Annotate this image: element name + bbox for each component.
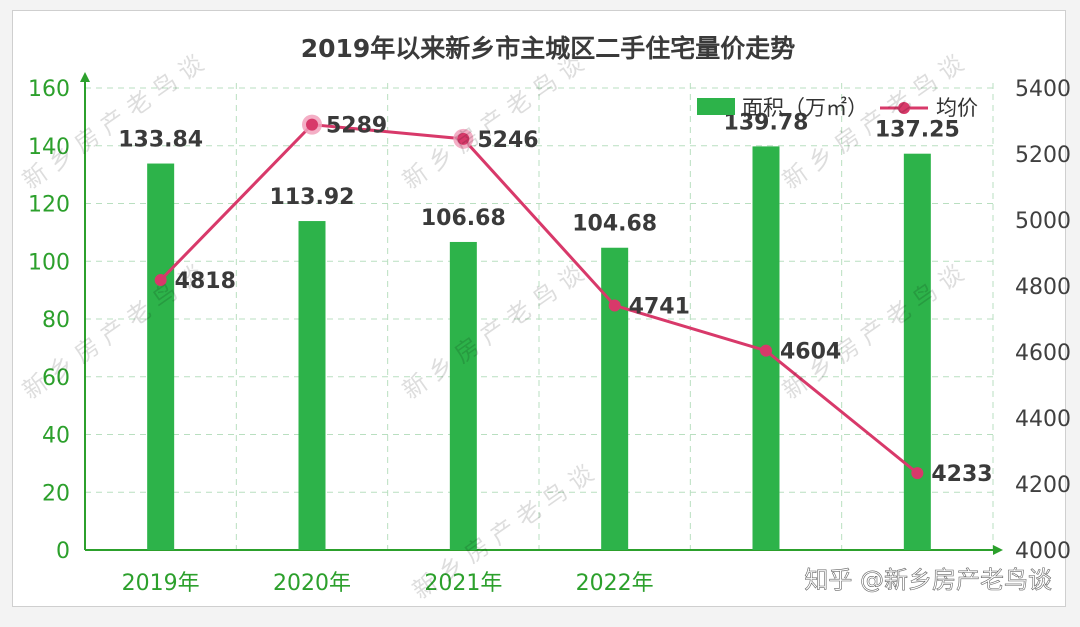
- right-tick-label: 5200: [1015, 143, 1071, 168]
- line-value-label: 5246: [477, 128, 538, 153]
- line-point: [457, 132, 470, 145]
- bar-value-label: 137.25: [875, 118, 960, 143]
- chart-title: 2019年以来新乡市主城区二手住宅量价走势: [301, 34, 796, 63]
- bar-value-label: 113.92: [270, 185, 355, 210]
- bar: [903, 153, 931, 551]
- diagonal-watermark: 新 乡 房 产 老 鸟 谈: [17, 49, 208, 195]
- line-point: [306, 118, 318, 131]
- line-value-label: 4604: [780, 340, 841, 365]
- line-point: [760, 344, 772, 357]
- right-tick-label: 4400: [1015, 407, 1071, 432]
- left-tick-label: 100: [28, 250, 70, 275]
- bar: [601, 247, 629, 550]
- left-tick-label: 120: [28, 193, 70, 218]
- left-tick-label: 20: [42, 481, 70, 506]
- bar-series: [147, 146, 931, 551]
- right-tick-label: 5400: [1015, 77, 1071, 102]
- left-axis-ticks: 0 20 40 60 80 100 120 140 160: [28, 77, 70, 564]
- line-point: [608, 299, 621, 312]
- line-value-label: 4741: [629, 294, 690, 319]
- legend-line-label: 均价: [936, 96, 978, 120]
- diagonal-watermark: 新 乡 房 产 老 鸟 谈: [407, 459, 598, 605]
- bar: [449, 241, 477, 551]
- bar: [147, 163, 175, 551]
- grid: [85, 83, 994, 550]
- x-tick-label: 2019年: [122, 571, 200, 596]
- right-tick-label: 5000: [1015, 209, 1071, 234]
- footer-watermark: 知乎 @新乡房产老鸟谈: [804, 566, 1052, 594]
- left-tick-label: 160: [28, 77, 70, 102]
- bar-value-label: 104.68: [572, 212, 657, 237]
- line-value-label: 5289: [326, 114, 387, 139]
- legend-bar-swatch: [697, 98, 735, 115]
- x-tick-label: 2020年: [273, 571, 351, 596]
- diagonal-watermark: 新 乡 房 产 老 鸟 谈: [777, 259, 968, 405]
- right-tick-label: 4600: [1015, 341, 1071, 366]
- x-axis-ticks: 2019年 2020年 2021年 2022年: [122, 571, 654, 596]
- line-series: [154, 114, 924, 480]
- diagonal-watermark: 新 乡 房 产 老 鸟 谈: [397, 259, 588, 405]
- line-value-label: 4233: [931, 462, 992, 487]
- bar-value-label: 133.84: [118, 128, 203, 153]
- bar-value-label: 139.78: [724, 110, 809, 135]
- line-labels: 4818 5289 5246 4741 4604 4233: [175, 114, 993, 487]
- right-axis-ticks: 4000 4200 4400 4600 4800 5000 5200 5400: [1015, 77, 1071, 564]
- line-path: [159, 123, 919, 475]
- left-tick-label: 60: [42, 366, 70, 391]
- axes: [80, 72, 1003, 555]
- bar: [298, 221, 326, 550]
- right-tick-label: 4800: [1015, 275, 1071, 300]
- bar-labels: 133.84 113.92 106.68 104.68 139.78 137.25: [118, 110, 960, 236]
- right-tick-label: 4000: [1015, 539, 1071, 564]
- left-tick-label: 0: [56, 539, 70, 564]
- line-value-label: 4818: [175, 269, 236, 294]
- right-tick-label: 4200: [1015, 473, 1071, 498]
- left-tick-label: 40: [42, 424, 70, 449]
- line-point: [911, 467, 924, 480]
- bar-value-label: 106.68: [421, 206, 506, 231]
- left-tick-label: 80: [42, 308, 70, 333]
- left-tick-label: 140: [28, 135, 70, 160]
- x-axis-arrow: [993, 545, 1003, 555]
- legend-bar-label: 面积（万㎡）: [742, 96, 868, 120]
- legend-line-marker: [898, 102, 910, 114]
- line-point: [154, 274, 167, 287]
- legend: 面积（万㎡） 均价: [697, 96, 978, 120]
- x-tick-label: 2021年: [424, 571, 502, 596]
- x-tick-label: 2022年: [576, 571, 654, 596]
- left-axis-arrow: [80, 72, 90, 82]
